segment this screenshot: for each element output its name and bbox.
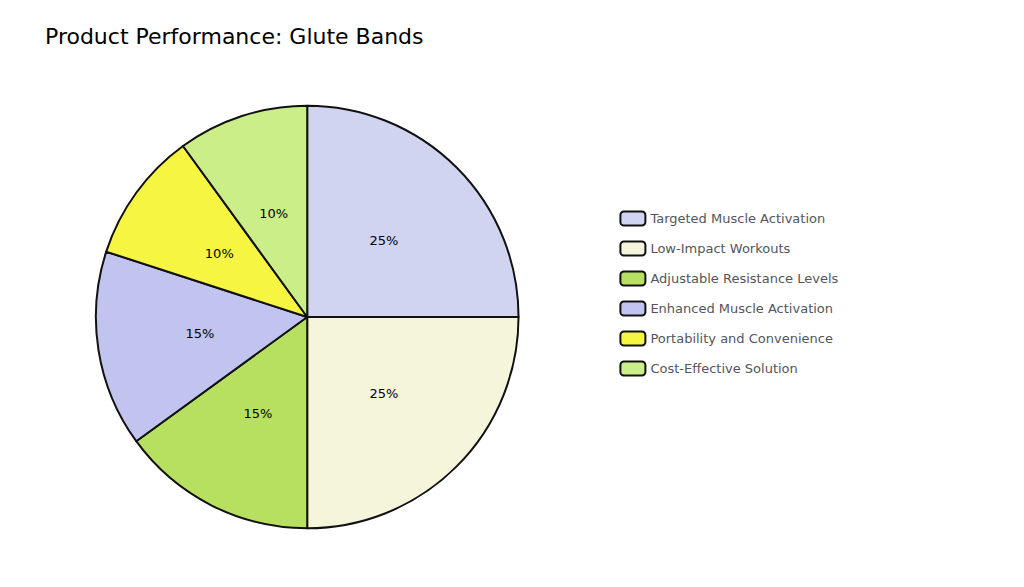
svg-text:10%: 10%: [259, 206, 288, 221]
svg-text:Product Performance: Glute Ban: Product Performance: Glute Bands: [45, 24, 424, 49]
svg-text:25%: 25%: [370, 233, 399, 248]
svg-text:10%: 10%: [205, 246, 234, 261]
svg-text:Low-Impact Workouts: Low-Impact Workouts: [650, 241, 790, 256]
svg-text:25%: 25%: [370, 386, 399, 401]
svg-text:15%: 15%: [243, 406, 272, 421]
svg-text:Adjustable Resistance Levels: Adjustable Resistance Levels: [650, 271, 838, 286]
svg-text:Portability and Convenience: Portability and Convenience: [650, 331, 833, 346]
svg-text:Targeted Muscle Activation: Targeted Muscle Activation: [649, 211, 825, 226]
svg-text:Cost-Effective Solution: Cost-Effective Solution: [650, 361, 797, 376]
svg-text:Enhanced Muscle Activation: Enhanced Muscle Activation: [650, 301, 833, 316]
svg-text:15%: 15%: [185, 326, 214, 341]
